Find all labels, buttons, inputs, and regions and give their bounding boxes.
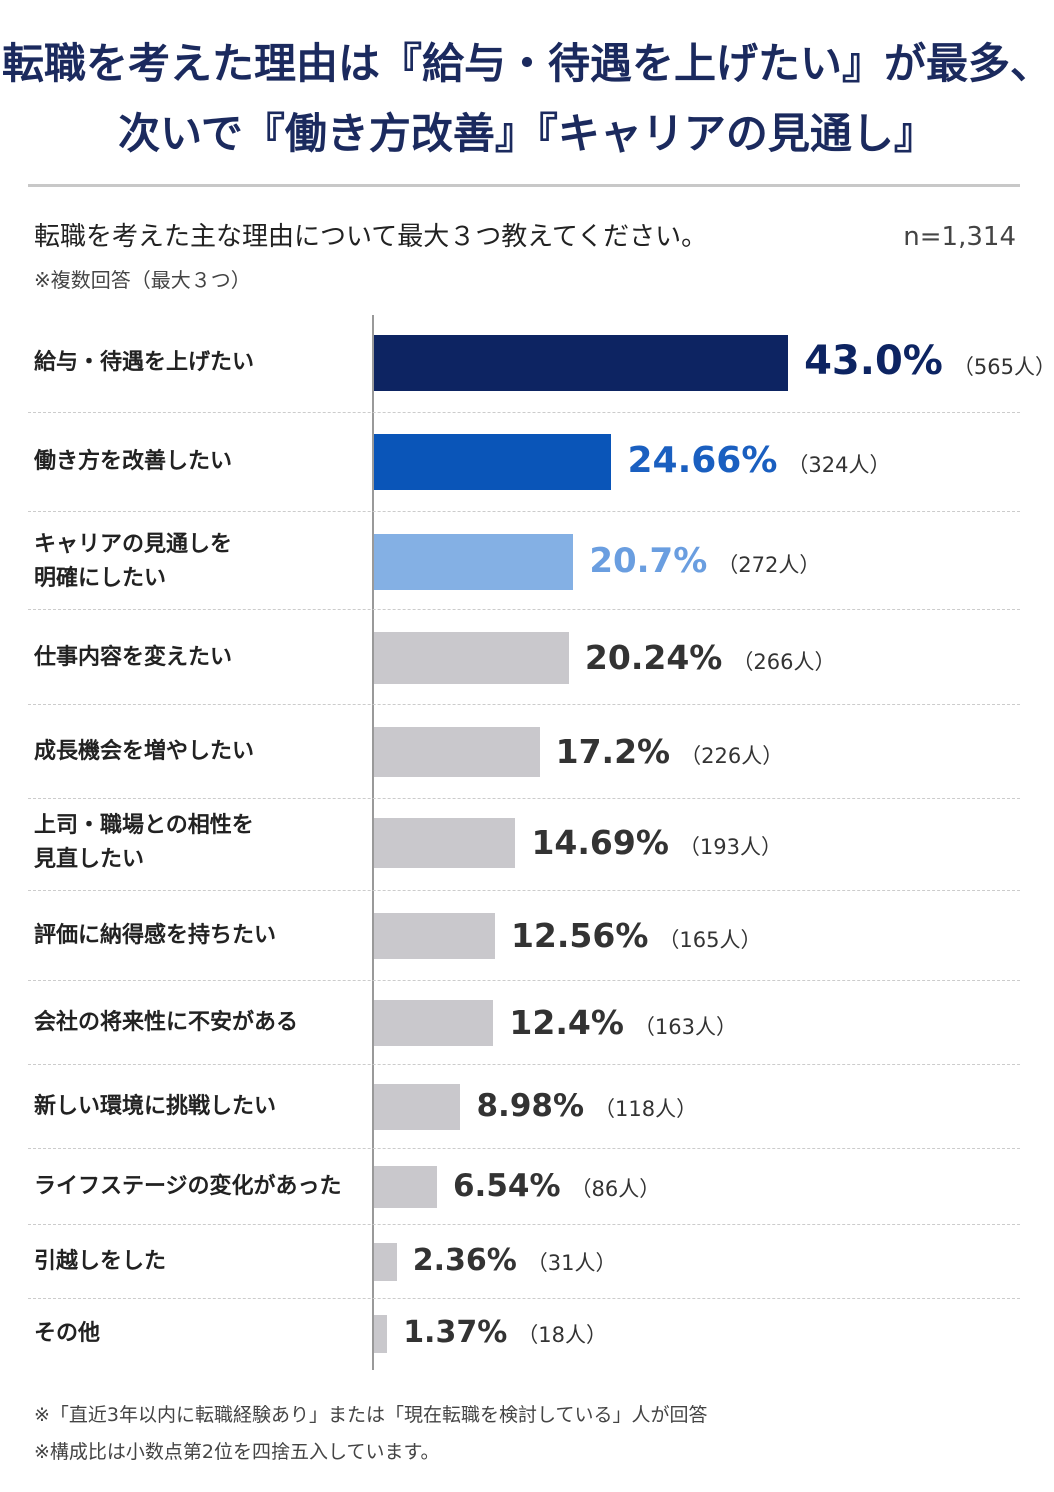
category-label: 仕事内容を変えたい [34,645,233,670]
category-label: キャリアの見通しを 明確にしたい [34,532,233,591]
value-label-group: 17.2% （226人） [556,732,784,771]
row-separator [28,1224,1020,1225]
value-label: 6.54% [452,1167,561,1204]
subtitle: 転職を考えた主な理由について最大３つ教えてください。 [34,222,708,252]
row-separator [28,1064,1020,1065]
category-label: 新しい環境に挑戦したい [34,1094,277,1119]
row-separator [28,890,1020,891]
value-label-group: 1.37% （18人） [403,1315,607,1350]
value-label: 12.4% [509,1002,624,1042]
row-separator [28,798,1020,799]
bar [374,1084,461,1130]
value-label: 12.56% [510,915,649,955]
bar [374,913,495,959]
category-label: 会社の将来性に不安がある [34,1010,299,1035]
value-label-group: 6.54% （86人） [453,1168,660,1204]
footnote: ※構成比は小数点第2位を四捨五入しています。 [34,1441,440,1463]
row-separator [28,1298,1020,1299]
bar [374,335,789,391]
divider [28,184,1020,187]
value-label: 17.2% [555,731,671,771]
bar [374,818,516,868]
value-label-group: 24.66% （324人） [627,440,890,481]
category-label: 評価に納得感を持ちたい [34,923,277,948]
value-label-group: 8.98% （118人） [476,1088,697,1124]
category-label: 成長機会を増やしたい [34,739,255,764]
bar [374,1000,494,1046]
count-label: （324人） [787,452,891,477]
row-separator [28,609,1020,610]
sample-size: n=1,314 [903,222,1016,252]
count-label: （565人） [952,355,1054,380]
category-label: その他 [34,1321,101,1346]
row-separator [28,980,1020,981]
count-label: （266人） [732,649,836,674]
category-label: 上司・職場との相性を 見直したい [34,813,254,872]
category-label: ライフステージの変化があった [34,1174,342,1199]
value-label-group: 20.24% （266人） [585,638,836,677]
count-label: （165人） [658,927,762,952]
value-label: 20.7% [589,540,708,581]
value-label: 8.98% [476,1087,585,1124]
value-label-group: 2.36% （31人） [413,1243,617,1278]
value-label-group: 14.69% （193人） [531,823,782,862]
value-label-group: 12.4% （163人） [509,1003,737,1042]
count-label: （193人） [678,834,782,859]
count-label: （118人） [594,1096,698,1121]
axis-line [372,315,374,1370]
note: ※複数回答（最大３つ） [34,268,251,292]
row-separator [28,1148,1020,1149]
value-label: 2.36% [412,1243,517,1279]
count-label: （86人） [570,1176,661,1201]
bar [374,1315,388,1353]
title-line: 転職を考えた理由は『給与・待遇を上げたい』が最多、 [1,39,1052,88]
title-line: 次いで『働き方改善』『キャリアの見通し』 [118,109,936,158]
value-label-group: 12.56% （165人） [511,916,762,955]
bar [374,1166,437,1208]
bar [374,434,612,490]
row-separator [28,704,1020,705]
count-label: （272人） [717,552,821,577]
value-label: 14.69% [531,822,669,862]
footnote: ※「直近3年以内に転職経験あり」または「現在転職を検討している」人が回答 [34,1404,708,1426]
value-label: 1.37% [403,1315,508,1351]
bar [374,632,569,684]
category-label: 働き方を改善したい [34,449,233,474]
value-label: 20.24% [584,637,723,677]
row-separator [28,412,1020,413]
count-label: （163人） [633,1014,737,1039]
count-label: （18人） [517,1323,607,1348]
category-label: 給与・待遇を上げたい [34,350,255,375]
value-label-group: 43.0% （565人） [804,338,1054,384]
count-label: （31人） [526,1251,617,1276]
value-label-group: 20.7% （272人） [589,541,820,581]
row-separator [28,511,1020,512]
bar [374,534,574,590]
bar [374,1243,397,1281]
value-label: 43.0% [804,338,943,385]
category-label: 引越しをした [34,1249,167,1274]
bar [374,727,540,777]
value-label: 24.66% [627,439,778,481]
count-label: （226人） [680,743,784,768]
